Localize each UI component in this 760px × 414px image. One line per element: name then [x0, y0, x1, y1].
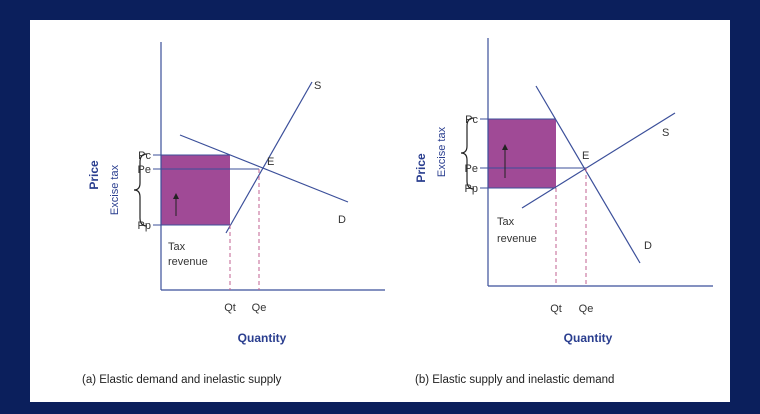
- demand-label-a: D: [338, 214, 346, 226]
- chart-b: Price Excise tax Pc Pe Pp S D E Tax reve…: [414, 38, 713, 386]
- pp-label-b: Pp: [465, 183, 478, 195]
- y-axis-title-a: Price: [87, 160, 101, 190]
- equilibrium-label-a: E: [267, 156, 274, 168]
- supply-curve-b: [521, 112, 676, 209]
- demand-curve-a: [179, 134, 349, 203]
- excise-tax-brace-a: [133, 153, 148, 227]
- excise-tax-label-a: Excise tax: [109, 164, 121, 215]
- qe-label-b: Qe: [579, 303, 594, 315]
- x-axis-title-a: Quantity: [238, 331, 287, 345]
- tax-revenue-label-line2-a: revenue: [168, 256, 208, 268]
- pc-label-b: Pc: [465, 114, 478, 126]
- qe-label-a: Qe: [252, 302, 267, 314]
- excise-tax-label-b: Excise tax: [436, 126, 448, 177]
- tax-revenue-area-b: [488, 119, 556, 188]
- caption-a: (a) Elastic demand and inelastic supply: [82, 374, 282, 386]
- tax-revenue-label-line1-b: Tax: [497, 216, 515, 228]
- qt-label-b: Qt: [550, 303, 562, 315]
- demand-curve-b: [535, 85, 641, 264]
- chart-a: Price Excise tax Pc Pe Pp S D E Tax reve…: [82, 42, 385, 386]
- tax-revenue-label-line2-b: revenue: [497, 233, 537, 245]
- excise-tax-brace-b: [460, 117, 475, 190]
- equilibrium-label-b: E: [582, 150, 589, 162]
- supply-label-b: S: [662, 127, 669, 139]
- tax-revenue-label-line1-a: Tax: [168, 241, 186, 253]
- tax-revenue-area-a: [161, 155, 230, 225]
- demand-label-b: D: [644, 240, 652, 252]
- qt-label-a: Qt: [224, 302, 236, 314]
- pc-label-a: Pc: [138, 150, 151, 162]
- diagram-panel: Price Excise tax Pc Pe Pp S D E Tax reve…: [30, 20, 730, 402]
- supply-curve-a: [225, 81, 313, 234]
- pp-label-a: Pp: [138, 220, 151, 232]
- supply-label-a: S: [314, 80, 321, 92]
- pe-label-b: Pe: [465, 163, 478, 175]
- excise-tax-diagrams: Price Excise tax Pc Pe Pp S D E Tax reve…: [82, 38, 713, 386]
- pe-label-a: Pe: [138, 164, 151, 176]
- caption-b: (b) Elastic supply and inelastic demand: [415, 374, 614, 386]
- x-axis-title-b: Quantity: [564, 331, 613, 345]
- y-axis-title-b: Price: [414, 153, 428, 183]
